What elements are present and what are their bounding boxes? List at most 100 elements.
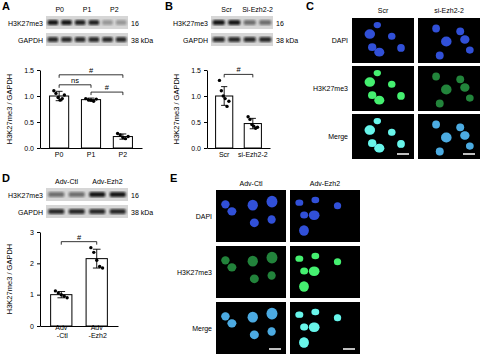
y-tick: 0.5 — [191, 119, 207, 126]
significance-bracket — [224, 74, 253, 77]
nucleus-stain — [311, 253, 319, 259]
blot-strip — [46, 16, 128, 29]
micrograph — [216, 190, 286, 242]
nucleus-dapi — [374, 118, 381, 124]
image-column-label: Adv-Ctl — [240, 180, 263, 187]
nucleus-stain — [267, 308, 278, 320]
y-tick: 0.0 — [24, 145, 40, 152]
nucleus-dapi — [432, 121, 440, 129]
blot-column-label: Scr — [221, 6, 232, 13]
blot-mw-label: 16 — [131, 20, 139, 27]
nucleus-dapi — [460, 35, 469, 43]
x-axis: P0 P1 P2 — [41, 148, 143, 158]
x-tick-label: P1 — [87, 151, 96, 158]
nucleus-stain — [441, 133, 452, 143]
nucleus-stain — [250, 330, 259, 339]
nucleus-dapi — [432, 25, 440, 33]
y-axis: 0.00.51.01.5 — [24, 67, 40, 152]
y-tick-label: 3 — [30, 229, 34, 236]
image-row-label: H3K27me3 — [313, 85, 348, 92]
data-point — [60, 293, 63, 296]
nucleus-dapi — [227, 207, 236, 215]
blot-band — [69, 192, 85, 197]
nucleus-stain — [227, 263, 236, 271]
x-tick: P2 — [119, 148, 128, 158]
x-tick-label: P0 — [55, 151, 64, 158]
micrograph — [216, 246, 286, 298]
nucleus-stain — [388, 81, 395, 88]
nucleus-dapi — [250, 330, 259, 339]
blot-mw-label: 38 kDa — [276, 37, 298, 44]
blot-band — [213, 37, 225, 42]
y-tick-mark — [37, 295, 40, 296]
blot-column-label: Si-Ezh2-2 — [242, 6, 273, 13]
y-tick-mark — [37, 326, 40, 327]
nucleus-stain — [295, 311, 303, 317]
y-tick: 1.5 — [24, 67, 40, 74]
fluorescence-panel: DAPIH3K27me3MergeScrsi-Ezh2-2 — [313, 7, 480, 159]
micrograph-background — [290, 302, 360, 354]
nucleus-dapi — [267, 308, 278, 320]
x-tick: Adv -Ctl — [55, 324, 68, 339]
y-tick-label: 0.0 — [24, 145, 34, 152]
micrograph-background — [290, 190, 360, 242]
nucleus-dapi — [365, 125, 376, 135]
significance-bracket — [91, 92, 123, 95]
y-tick: 3 — [30, 229, 40, 236]
micrograph-background — [352, 66, 414, 111]
nucleus-dapi — [466, 47, 474, 54]
nucleus-dapi — [268, 327, 276, 336]
blot-mw-label: 16 — [131, 192, 139, 199]
nucleus-dapi — [365, 29, 376, 39]
bar — [86, 259, 107, 326]
blot-mw-label: 38 kDa — [131, 209, 153, 216]
blot-band — [48, 37, 59, 42]
micrograph — [418, 66, 480, 111]
nucleus-stain — [456, 123, 464, 131]
nucleus-stain — [466, 95, 474, 102]
micrograph — [216, 302, 286, 354]
nucleus-dapi — [460, 131, 469, 139]
x-tick: Scr — [219, 148, 230, 158]
y-tick-mark — [204, 122, 207, 123]
nucleus-dapi — [374, 144, 384, 153]
y-tick-mark — [204, 148, 207, 149]
blot-band — [89, 209, 105, 214]
y-axis: 0.00.51.01.5 — [191, 67, 207, 152]
data-point — [223, 97, 226, 100]
nucleus-dapi — [311, 309, 319, 315]
panel-label: B — [165, 0, 173, 12]
nucleus-stain — [397, 140, 405, 148]
nucleus-stain — [334, 258, 341, 265]
x-tick-label: Adv -Ezh2 — [87, 324, 107, 339]
nucleus-dapi — [388, 33, 395, 40]
nucleus-dapi — [299, 225, 309, 235]
nucleus-stain — [300, 267, 308, 274]
nucleus-dapi — [299, 337, 309, 347]
error-bar — [93, 249, 101, 268]
data-point — [98, 265, 101, 268]
y-tick-label: 0.0 — [191, 145, 201, 152]
nucleus-stain — [268, 271, 276, 280]
scale-bar — [463, 153, 475, 155]
nucleus-stain — [466, 143, 474, 150]
image-row-label: Merge — [328, 133, 348, 141]
nucleus-dapi — [221, 312, 229, 320]
micrograph-background — [418, 114, 480, 159]
micrograph — [352, 18, 414, 63]
nucleus-stain — [432, 73, 440, 81]
nucleus-dapi — [295, 311, 303, 317]
y-tick-label: 0 — [30, 323, 34, 330]
blot-band — [259, 20, 271, 25]
nucleus-stain — [365, 125, 376, 135]
nucleus-stain — [267, 252, 278, 264]
data-point — [95, 97, 98, 100]
blot-band — [75, 37, 86, 42]
blot-band — [228, 20, 240, 25]
nucleus-stain — [311, 309, 319, 315]
blot-band — [244, 20, 256, 25]
blot-band — [61, 20, 72, 25]
image-column-label: Scr — [378, 7, 389, 14]
micrograph-background — [418, 66, 480, 111]
y-axis: 0123 — [30, 229, 40, 330]
